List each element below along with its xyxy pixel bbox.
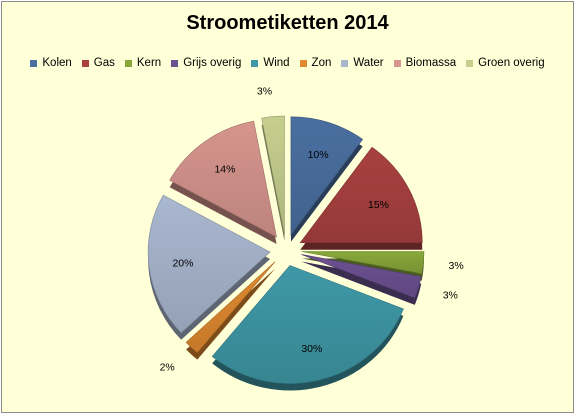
pie-data-label: 10% bbox=[308, 149, 329, 161]
legend-label: Kolen bbox=[42, 57, 72, 69]
legend-item: Kolen bbox=[30, 57, 72, 69]
legend-item: Water bbox=[341, 57, 384, 69]
legend-label: Water bbox=[353, 57, 384, 69]
legend-label: Biomassa bbox=[405, 57, 457, 69]
legend-swatch bbox=[466, 59, 474, 67]
pie-slice bbox=[261, 115, 285, 235]
pie-slice-depth bbox=[301, 261, 422, 305]
legend-swatch bbox=[124, 59, 132, 67]
legend-swatch bbox=[81, 59, 89, 67]
legend-label: Wind bbox=[263, 57, 290, 69]
pie-data-label: 2% bbox=[160, 362, 175, 374]
pie-slice bbox=[301, 251, 425, 274]
legend-label: Zon bbox=[311, 57, 332, 69]
legend-label: Groen overig bbox=[478, 57, 545, 69]
pie-slice bbox=[185, 261, 276, 353]
legend-item: Wind bbox=[251, 57, 290, 69]
legend-item: Gas bbox=[81, 57, 115, 69]
legend-item: Groen overig bbox=[466, 57, 545, 69]
legend-label: Kern bbox=[136, 57, 162, 69]
legend-item: Zon bbox=[299, 57, 332, 69]
legend-label: Gas bbox=[93, 57, 115, 69]
pie-data-label: 15% bbox=[368, 199, 389, 211]
pie-slice bbox=[147, 194, 271, 334]
chart-title: Stroometiketten 2014 bbox=[186, 12, 389, 34]
pie-data-label: 30% bbox=[301, 343, 322, 355]
legend-swatch bbox=[299, 59, 307, 67]
pie-slice bbox=[290, 116, 364, 236]
legend-swatch bbox=[30, 59, 38, 67]
pie-data-label: 3% bbox=[449, 260, 464, 272]
legend-item: Biomassa bbox=[393, 57, 457, 69]
pie-slice bbox=[211, 265, 404, 384]
legend-item: Grijs overig bbox=[171, 57, 241, 69]
pie-data-label: 3% bbox=[443, 290, 458, 302]
legend-item: Kern bbox=[124, 57, 162, 69]
pie-data-label: 14% bbox=[214, 163, 235, 175]
pie-data-label: 20% bbox=[172, 258, 193, 270]
legend-swatch bbox=[171, 59, 179, 67]
pie-data-label: 3% bbox=[257, 86, 272, 98]
legend-swatch bbox=[251, 59, 259, 67]
chart-legend: Kolen Gas Kern Grijs overig Wind Zon Water Biom… bbox=[2, 57, 573, 69]
pie-slice bbox=[299, 146, 423, 244]
legend-label: Grijs overig bbox=[183, 57, 242, 69]
pie-slice bbox=[301, 254, 422, 299]
legend-swatch bbox=[393, 59, 401, 67]
legend-swatch bbox=[341, 59, 349, 67]
pie-slice bbox=[169, 120, 278, 238]
